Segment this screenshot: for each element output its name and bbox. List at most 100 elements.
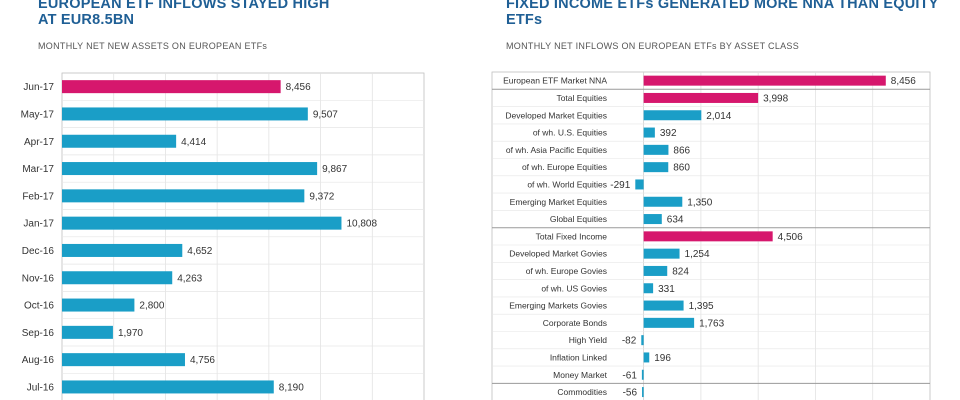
value-label: 9,507 [313, 109, 338, 120]
value-label: 634 [667, 215, 684, 226]
category-label: Emerging Market Equities [510, 197, 607, 207]
bar [62, 298, 135, 312]
category-label: Dec-16 [22, 246, 55, 257]
category-label: Commodities [557, 387, 607, 397]
bar [62, 243, 183, 257]
value-label: 4,414 [181, 137, 206, 148]
category-label: Sep-16 [22, 328, 55, 339]
bar [643, 110, 702, 121]
category-label: Money Market [553, 370, 607, 380]
value-label: 1,254 [685, 249, 710, 260]
bar [643, 283, 654, 294]
value-label: 9,372 [309, 191, 334, 202]
plot-frame [491, 71, 931, 400]
bar [62, 162, 318, 176]
bar [642, 387, 644, 398]
bar [62, 271, 173, 285]
category-label: of wh. U.S. Equities [533, 128, 607, 138]
bar [641, 369, 644, 380]
category-label: High Yield [569, 335, 608, 345]
value-label: 1,970 [118, 328, 143, 339]
bar [643, 127, 655, 138]
value-label: 4,263 [177, 273, 202, 284]
category-label: Jul-16 [27, 382, 55, 393]
value-label: 8,456 [286, 82, 311, 93]
bar [62, 189, 305, 203]
value-label: 3,998 [763, 93, 788, 104]
bar [643, 248, 680, 259]
bar [643, 92, 759, 103]
value-label: -82 [622, 336, 637, 347]
category-label: Jan-17 [23, 219, 54, 230]
value-label: -56 [623, 388, 638, 399]
bar [643, 317, 695, 328]
value-label: -291 [610, 180, 630, 191]
bar [643, 352, 650, 363]
left-chart-subtitle: MONTHLY NET NEW ASSETS ON EUROPEAN ETFs [38, 41, 268, 51]
right-chart-subtitle: MONTHLY NET INFLOWS ON EUROPEAN ETFs BY … [506, 41, 800, 51]
category-label: of wh. World Equities [527, 179, 607, 189]
value-label: 2,014 [706, 111, 731, 122]
value-label: 4,652 [187, 246, 212, 257]
bar [643, 300, 684, 311]
left-bar-chart: Jun-17 8,456 May-17 9,507 Apr-17 4,414 Mar-17 9… [21, 72, 425, 400]
bar [62, 353, 185, 367]
value-label: 1,350 [687, 197, 712, 208]
value-label: 1,763 [699, 318, 724, 329]
bar [62, 107, 308, 121]
value-label: 824 [672, 266, 689, 277]
category-label: European ETF Market NNA [503, 76, 607, 86]
bar [643, 231, 773, 242]
category-label: Emerging Markets Govies [509, 301, 607, 311]
category-label: Aug-16 [22, 355, 55, 366]
value-label: 8,190 [279, 382, 304, 393]
category-label: Feb-17 [22, 191, 54, 202]
value-label: 4,506 [778, 232, 803, 243]
category-label: Corporate Bonds [543, 318, 607, 328]
bar [643, 196, 683, 207]
right-chart-panel: FIXED INCOME ETFs GENERATED MORE NNA THA… [490, 0, 960, 400]
category-label: Developed Market Govies [509, 249, 607, 259]
bar [643, 144, 669, 155]
category-label: Nov-16 [22, 273, 55, 284]
left-title-line-2: AT EUR8.5BN [38, 12, 135, 28]
category-label: Jun-17 [23, 82, 54, 93]
left-chart-panel: EUROPEAN ETF INFLOWS STAYED HIGH AT EUR8… [0, 0, 470, 400]
value-label: 392 [660, 128, 677, 139]
bar [62, 325, 113, 339]
bar [643, 162, 669, 173]
bar [643, 265, 668, 276]
category-label: of wh. US Govies [541, 283, 607, 293]
bar [62, 134, 177, 148]
bar [62, 216, 342, 230]
category-label: May-17 [21, 109, 55, 120]
category-label: Mar-17 [22, 164, 54, 175]
category-label: of wh. Europe Equities [522, 162, 607, 172]
value-label: 9,867 [322, 164, 347, 175]
category-label: Apr-17 [24, 137, 54, 148]
right-bar-chart: European ETF Market NNA 8,456 Total Equiti… [491, 71, 931, 400]
category-label: of wh. Asia Pacific Equities [506, 145, 607, 155]
value-label: 10,808 [346, 219, 377, 230]
value-label: 4,756 [190, 355, 215, 366]
value-label: 860 [673, 163, 690, 174]
bar [643, 75, 886, 86]
value-label: 8,456 [891, 76, 916, 87]
bar [62, 380, 274, 394]
category-label: Total Fixed Income [536, 231, 608, 241]
value-label: 196 [654, 353, 671, 364]
bar [641, 335, 644, 346]
category-label: Oct-16 [24, 301, 54, 312]
right-title-line-2: ETFs [506, 12, 543, 28]
value-label: 2,800 [139, 301, 164, 312]
value-label: 866 [673, 145, 690, 156]
right-chart-title: FIXED INCOME ETFs GENERATED MORE NNA THA… [506, 0, 939, 28]
bar [62, 80, 281, 94]
value-label: 1,395 [689, 301, 714, 312]
category-label: Inflation Linked [550, 352, 607, 362]
value-label: -61 [622, 370, 637, 381]
category-label: of wh. Europe Govies [526, 266, 607, 276]
category-label: Global Equities [550, 214, 607, 224]
category-label: Developed Market Equities [505, 110, 607, 120]
value-label: 331 [658, 284, 675, 295]
